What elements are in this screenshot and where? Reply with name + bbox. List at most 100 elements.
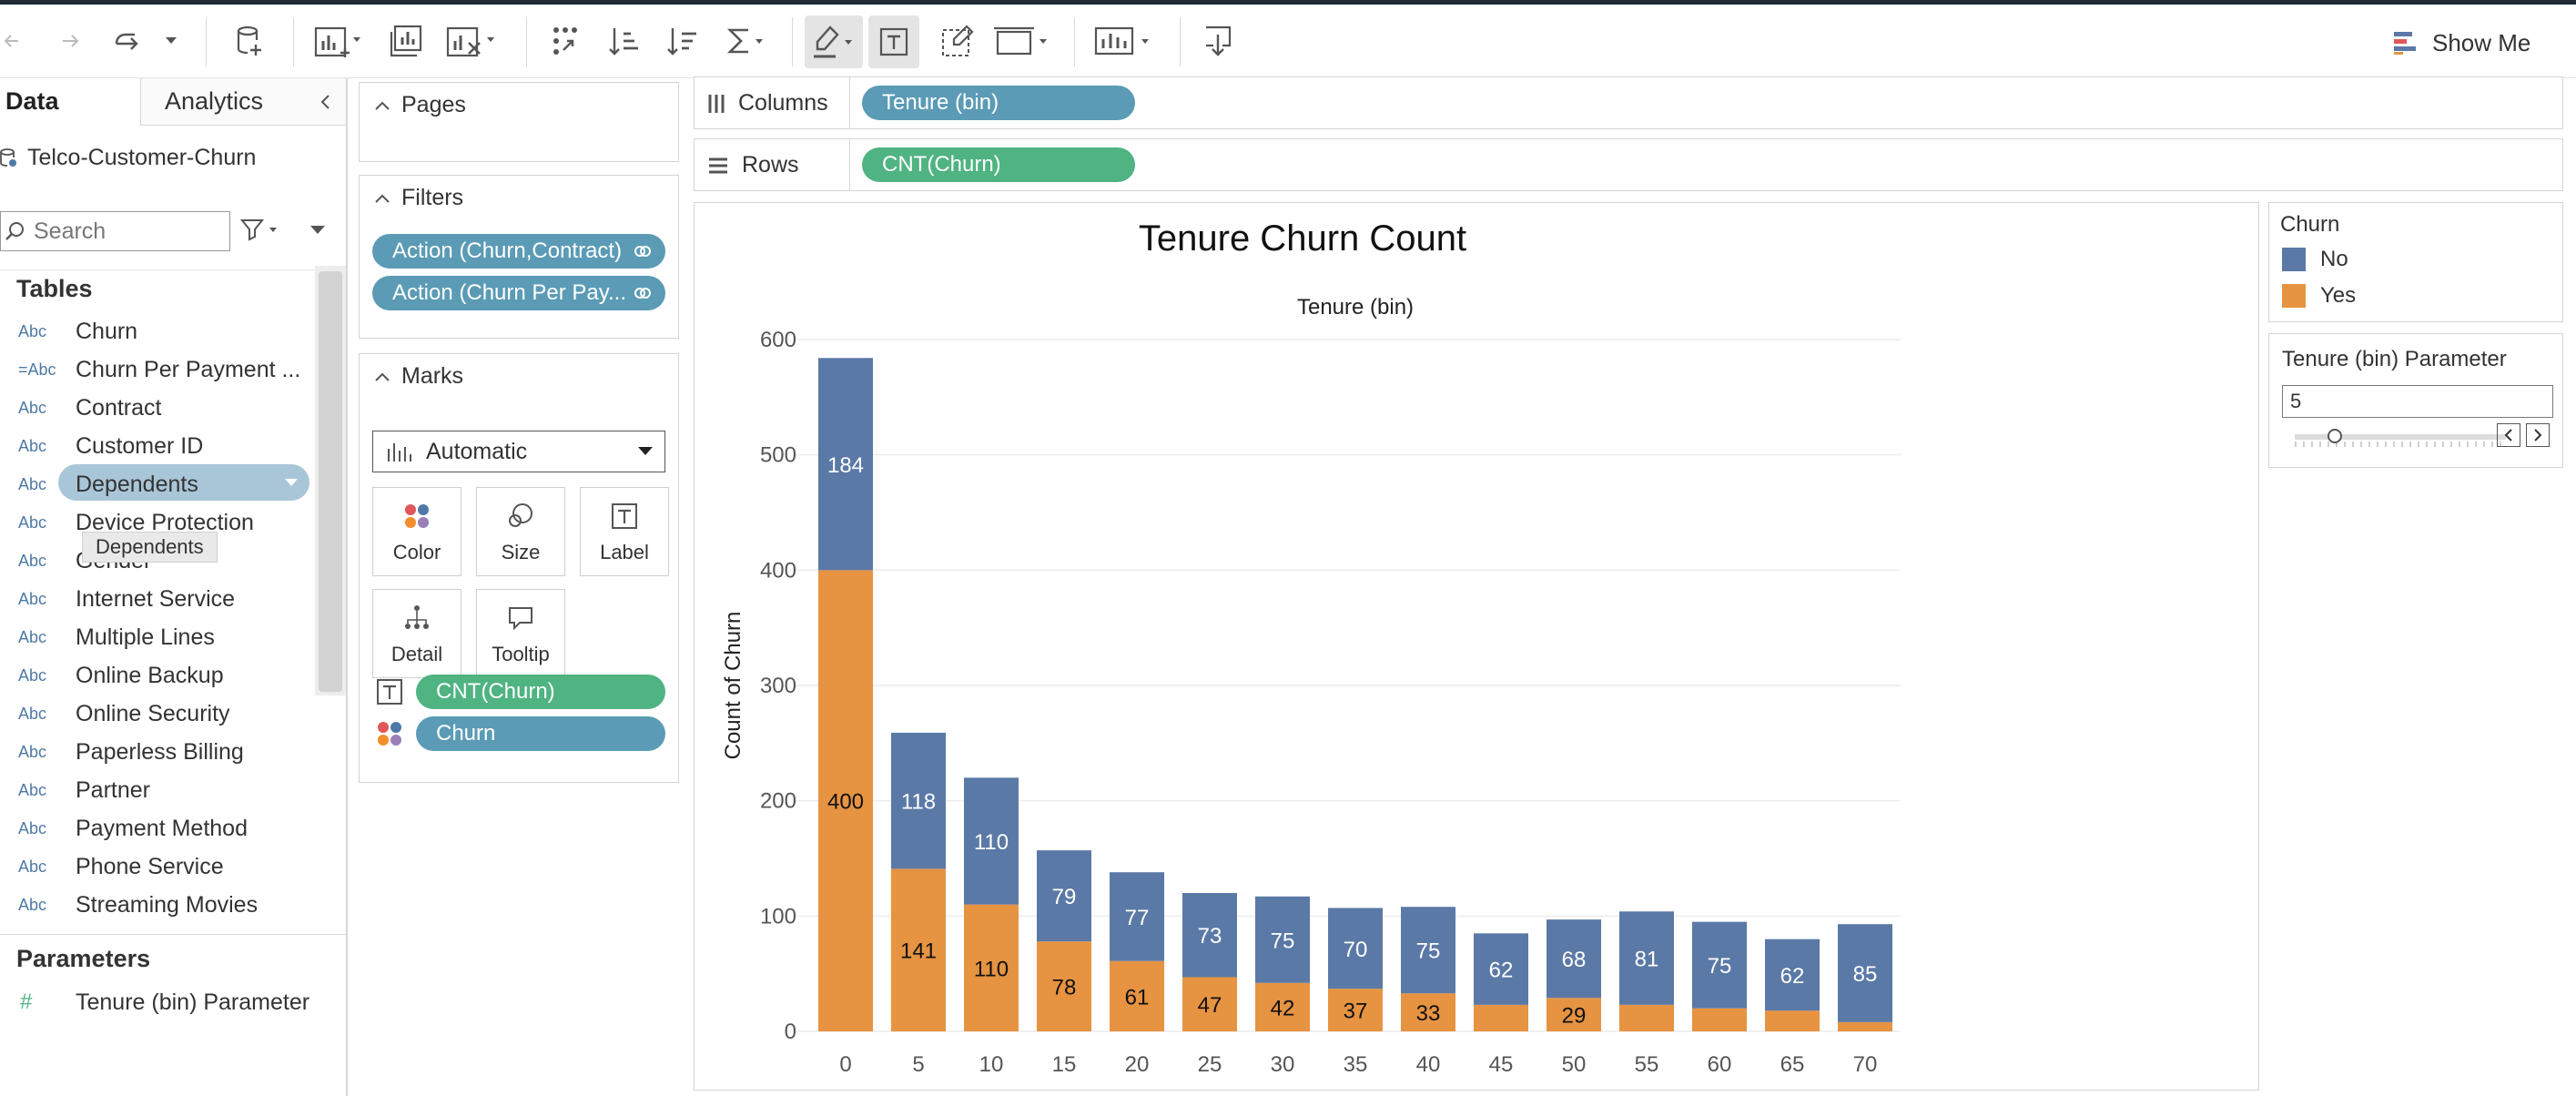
bar-segment-yes[interactable] <box>1037 941 1091 1031</box>
filter-fields-icon[interactable] <box>239 217 280 247</box>
bar-segment-no[interactable] <box>891 732 946 869</box>
field-item[interactable]: Abc Payment Method <box>0 810 319 847</box>
bar-segment-yes[interactable] <box>1328 989 1383 1031</box>
legend-item-no[interactable]: No <box>2282 247 2348 272</box>
filter-pill[interactable]: Action (Churn,Contract) <box>372 234 665 269</box>
parameter-value-input[interactable]: 5 <box>2282 385 2553 418</box>
step-back-button[interactable] <box>2497 423 2520 447</box>
show-mark-labels-icon[interactable] <box>868 15 919 68</box>
filter-pill[interactable]: Action (Churn Per Pay... <box>372 276 665 310</box>
bar-segment-no[interactable] <box>1037 850 1091 942</box>
new-worksheet-icon[interactable] <box>313 23 364 59</box>
parameter-slider-track[interactable] <box>2295 434 2506 440</box>
tab-data[interactable]: Data <box>5 86 59 115</box>
field-item[interactable]: Abc Multiple Lines <box>0 619 319 655</box>
field-item[interactable]: Abc Phone Service <box>0 848 319 885</box>
download-icon[interactable] <box>1200 23 1236 59</box>
field-item[interactable]: Abc Online Backup <box>0 657 319 694</box>
marks-card-header[interactable]: Marks <box>374 363 463 390</box>
step-forward-button[interactable] <box>2526 423 2550 447</box>
bar-segment-yes[interactable] <box>1692 1008 1747 1031</box>
label-field-pill[interactable]: CNT(Churn) <box>416 675 665 709</box>
columns-shelf[interactable]: Columns Tenure (bin) <box>694 76 2563 129</box>
presentation-mode-icon[interactable] <box>1092 23 1158 59</box>
parameter-item[interactable]: # Tenure (bin) Parameter <box>0 984 319 1020</box>
field-dropdown-icon[interactable] <box>284 478 299 487</box>
sort-descending-icon[interactable] <box>663 23 705 59</box>
bar-segment-no[interactable] <box>1838 924 1892 1022</box>
sort-fields-dropdown-icon[interactable] <box>309 224 326 240</box>
field-item[interactable]: Abc Streaming Movies <box>0 887 319 923</box>
show-me-button[interactable]: Show Me <box>2392 25 2530 61</box>
collapse-pane-icon[interactable] <box>315 91 337 113</box>
bar-segment-yes[interactable] <box>1838 1021 1892 1031</box>
filters-card-header[interactable]: Filters <box>374 185 463 211</box>
label-button[interactable]: Label <box>580 487 669 576</box>
bar-segment-yes[interactable] <box>1255 982 1310 1031</box>
bar-segment-yes[interactable] <box>891 868 946 1031</box>
format-workbook-icon[interactable] <box>938 23 978 59</box>
bar-segment-yes[interactable] <box>818 570 873 1031</box>
bar-segment-yes[interactable] <box>1110 960 1164 1031</box>
bar-segment-no[interactable] <box>1619 911 1674 1005</box>
color-legend[interactable]: Churn No Yes <box>2268 202 2563 322</box>
rows-shelf[interactable]: Rows CNT(Churn) <box>694 138 2563 191</box>
legend-item-yes[interactable]: Yes <box>2282 283 2356 309</box>
bar-segment-no[interactable] <box>1401 907 1455 994</box>
detail-button[interactable]: Detail <box>372 589 461 678</box>
datasource-item[interactable]: Telco-Customer-Churn <box>0 142 256 173</box>
bar-segment-yes[interactable] <box>964 904 1019 1031</box>
bar-segment-no[interactable] <box>818 358 873 571</box>
mark-type-dropdown[interactable]: Automatic <box>372 431 665 472</box>
bar-segment-no[interactable] <box>1474 933 1528 1005</box>
rows-pill[interactable]: CNT(Churn) <box>862 147 1135 182</box>
bar-segment-yes[interactable] <box>1474 1004 1528 1031</box>
bar-segment-no[interactable] <box>1328 908 1383 989</box>
fit-width-icon[interactable] <box>992 23 1054 59</box>
bar-segment-no[interactable] <box>1547 919 1601 999</box>
redo-icon[interactable] <box>106 23 149 59</box>
columns-pill[interactable]: Tenure (bin) <box>862 86 1135 120</box>
field-item[interactable]: Abc Contract <box>0 390 319 426</box>
field-item[interactable]: Abc Paperless Billing <box>0 734 319 770</box>
stacked-bar-chart[interactable]: Tenure Churn Count Tenure (bin) Count of… <box>695 203 2258 1090</box>
bar-segment-no[interactable] <box>1110 872 1164 961</box>
bar-segment-no[interactable] <box>1182 893 1237 978</box>
size-button[interactable]: Size <box>476 487 565 576</box>
tab-analytics[interactable]: Analytics <box>140 78 346 126</box>
bar-segment-yes[interactable] <box>1547 998 1601 1031</box>
search-field[interactable]: Search <box>0 211 230 251</box>
new-data-source-icon[interactable] <box>231 23 268 59</box>
viz-area[interactable]: Tenure Churn Count Tenure (bin) Count of… <box>694 202 2259 1091</box>
field-item[interactable]: Abc Churn <box>0 313 319 350</box>
field-item[interactable]: Abc Internet Service <box>0 581 319 617</box>
dropdown-arrow-icon[interactable] <box>160 23 182 59</box>
color-button[interactable]: Color <box>372 487 461 576</box>
field-item[interactable]: Abc Partner <box>0 772 319 808</box>
field-item[interactable]: Abc Customer ID <box>0 428 319 464</box>
bar-segment-no[interactable] <box>1765 939 1820 1011</box>
back-arrow-icon[interactable] <box>0 23 24 59</box>
bar-segment-no[interactable] <box>964 777 1019 905</box>
field-item[interactable]: =Abc Churn Per Payment ... <box>0 351 319 388</box>
field-item[interactable]: Abc Online Security <box>0 695 319 732</box>
bar-segment-yes[interactable] <box>1619 1004 1674 1031</box>
field-item[interactable]: Abc Dependents <box>0 466 319 502</box>
sort-ascending-icon[interactable] <box>604 23 646 59</box>
parameter-slider-thumb[interactable] <box>2328 429 2342 443</box>
highlight-pen-icon[interactable] <box>805 15 863 68</box>
bar-segment-yes[interactable] <box>1765 1010 1820 1031</box>
field-item[interactable]: Abc Device Protection <box>0 504 319 541</box>
duplicate-sheet-icon[interactable] <box>386 23 426 59</box>
forward-arrow-icon[interactable] <box>53 23 89 59</box>
clear-sheet-icon[interactable] <box>444 23 501 59</box>
totals-sigma-icon[interactable] <box>723 23 770 59</box>
color-field-pill[interactable]: Churn <box>416 716 665 751</box>
bar-segment-yes[interactable] <box>1182 977 1237 1031</box>
pages-card-header[interactable]: Pages <box>374 92 466 118</box>
bar-segment-no[interactable] <box>1255 896 1310 983</box>
bar-segment-no[interactable] <box>1692 921 1747 1009</box>
fields-scrollbar-thumb[interactable] <box>319 271 342 692</box>
bar-segment-yes[interactable] <box>1401 993 1455 1031</box>
tooltip-button[interactable]: Tooltip <box>476 589 565 678</box>
